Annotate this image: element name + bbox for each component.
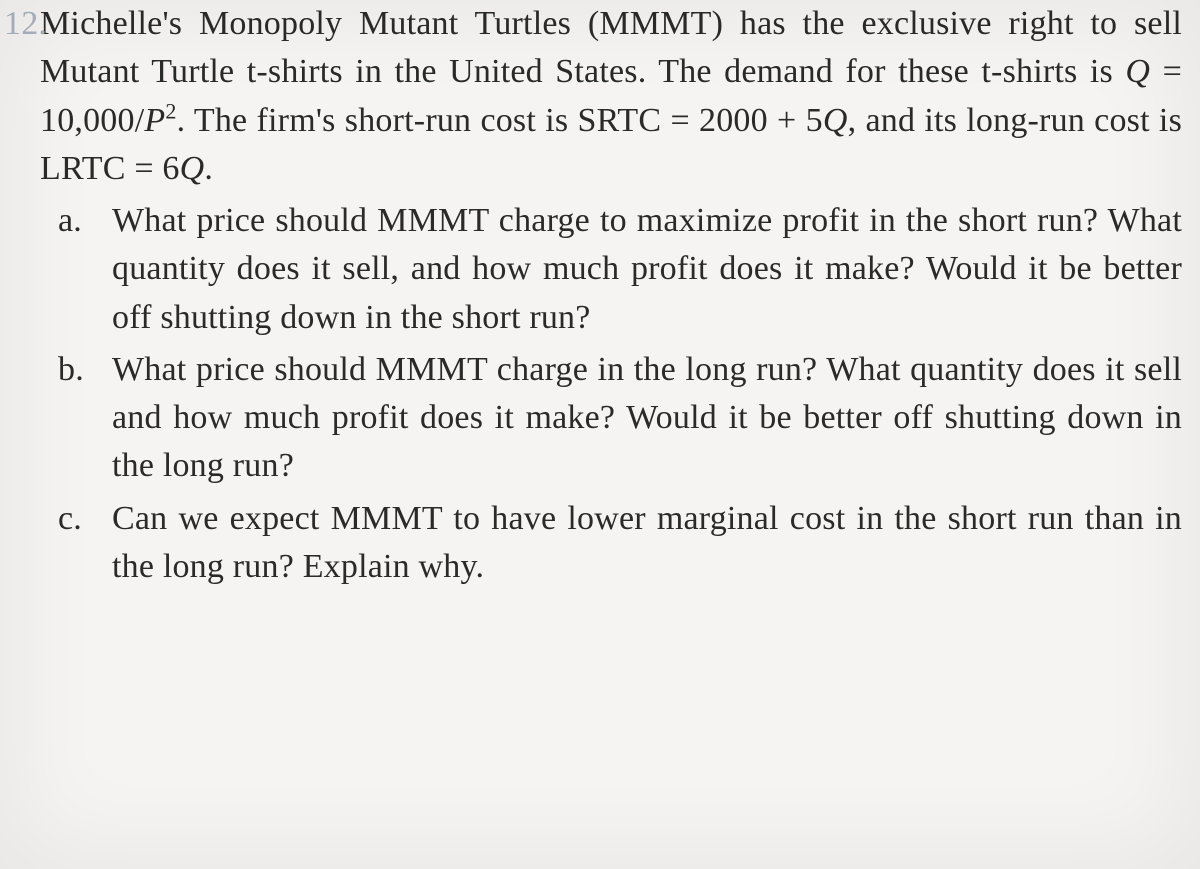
part-label-b: b. bbox=[58, 346, 84, 394]
part-text-b: What price should MMMT charge in the lon… bbox=[112, 351, 1182, 485]
stem-text: Michelle's Monopoly Mutant Turtles (MMMT… bbox=[40, 5, 1182, 187]
part-b: b. What price should MMMT charge in the … bbox=[40, 346, 1182, 491]
part-text-a: What price should MMMT charge to maximiz… bbox=[112, 202, 1182, 336]
question-stem: 12. Michelle's Monopoly Mutant Turtles (… bbox=[40, 0, 1182, 193]
part-c: c. Can we expect MMMT to have lower marg… bbox=[40, 495, 1182, 592]
part-label-a: a. bbox=[58, 197, 82, 245]
question-number: 12. bbox=[4, 0, 47, 48]
part-label-c: c. bbox=[58, 495, 82, 543]
part-a: a. What price should MMMT charge to maxi… bbox=[40, 197, 1182, 342]
part-text-c: Can we expect MMMT to have lower margina… bbox=[112, 500, 1182, 585]
textbook-question-block: 12. Michelle's Monopoly Mutant Turtles (… bbox=[40, 0, 1182, 591]
